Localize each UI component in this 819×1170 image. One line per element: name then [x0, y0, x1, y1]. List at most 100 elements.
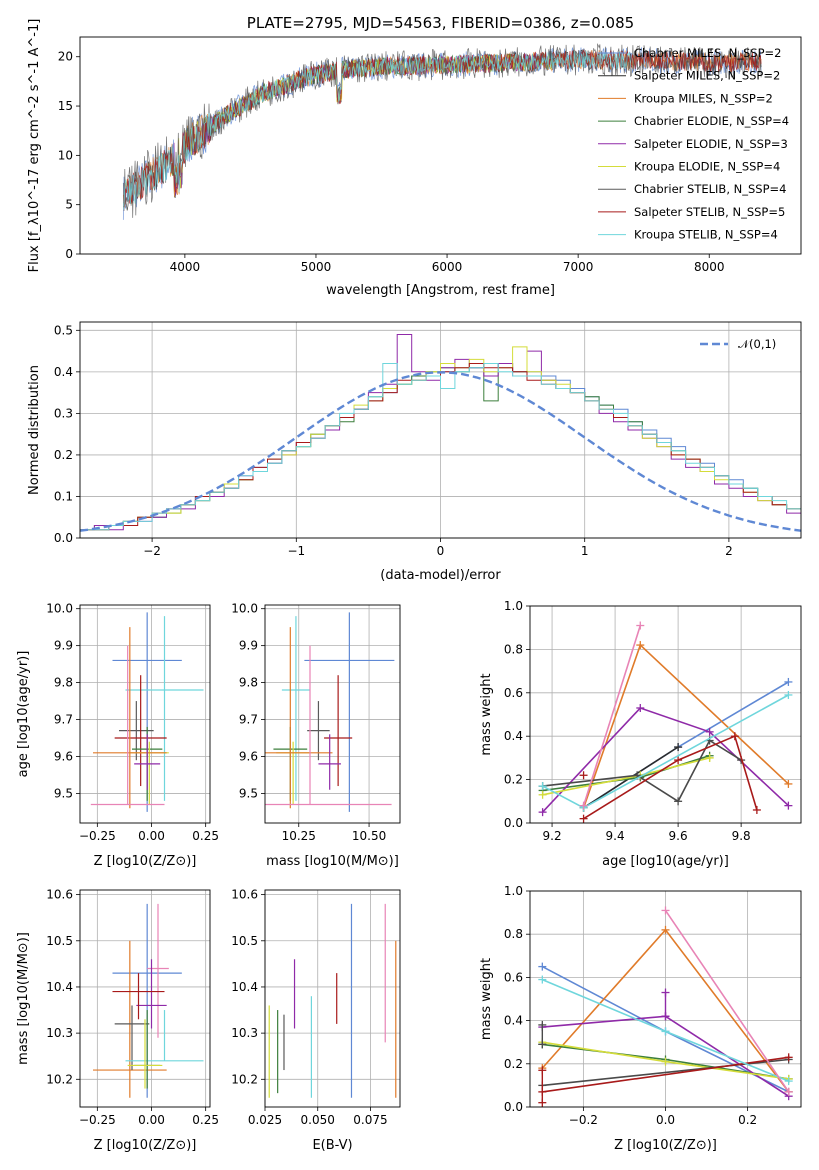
y-tick-label: 10.5	[231, 934, 258, 948]
y-tick-label: 0	[65, 247, 73, 261]
y-axis-label: mass weight	[479, 958, 494, 1040]
x-tick-label: 0.0	[656, 1113, 675, 1127]
y-tick-label: 0.2	[54, 448, 73, 462]
x-tick-label: 5000	[301, 260, 332, 274]
x-tick-label: 0	[437, 544, 445, 558]
mass-weight-vs-age-panel: 9.2 9.4 9.6 9.8 0.0 0.2 0.4 0.6 0.8 1.0 age [log10…	[479, 599, 802, 869]
y-tick-label: 10.0	[46, 602, 73, 616]
y-tick-label: 10.0	[231, 602, 258, 616]
x-tick-label: 0.050	[301, 1113, 335, 1127]
y-tick-label: 0.4	[54, 365, 73, 379]
legend-label: Salpeter MILES, N_SSP=2	[634, 69, 780, 83]
y-tick-label: 0.8	[504, 927, 523, 941]
x-tick-label: 1	[581, 544, 589, 558]
plot-area	[268, 903, 397, 1098]
axes-frame	[79, 604, 211, 824]
y-tick-label: 5	[65, 198, 73, 212]
plot-area	[80, 334, 801, 532]
legend-label: Chabrier STELIB, N_SSP=4	[634, 182, 786, 196]
y-tick-label: 0.0	[54, 531, 73, 545]
y-axis-label: Flux [f_λ10^-17 erg cm^-2 s^-1 A^-1]	[27, 19, 42, 273]
x-tick-label: 7000	[563, 260, 594, 274]
x-tick-label: 9.4	[606, 829, 625, 843]
plot-area	[93, 903, 204, 1098]
y-tick-label: 1.0	[504, 599, 523, 613]
x-tick-label: 9.6	[669, 829, 688, 843]
legend-label: Chabrier ELODIE, N_SSP=4	[634, 114, 789, 128]
x-tick-label: −0.25	[79, 1113, 116, 1127]
y-tick-label: 9.9	[54, 639, 73, 653]
x-axis-label: (data-model)/error	[380, 568, 501, 583]
y-tick-label: 10.3	[46, 1026, 73, 1040]
series-line	[542, 1056, 789, 1093]
series-line	[582, 625, 642, 806]
axes-frame	[264, 604, 401, 824]
x-tick-label: 8000	[694, 260, 725, 274]
y-tick-label: 0.6	[504, 970, 523, 984]
x-axis-label: mass [log10(M/M⊙)]	[266, 854, 399, 869]
x-tick-label: 0.025	[248, 1113, 282, 1127]
x-axis-label: E(B-V)	[312, 1138, 352, 1153]
y-tick-label: 9.6	[54, 749, 73, 763]
x-tick-label: 0.00	[138, 1113, 165, 1127]
legend-label: Kroupa ELODIE, N_SSP=4	[634, 160, 780, 174]
x-tick-label: −0.25	[79, 829, 116, 843]
y-tick-label: 20	[58, 50, 73, 64]
axes-frame	[264, 889, 401, 1108]
y-tick-label: 0.6	[504, 686, 523, 700]
mass-weight-vs-metallicity-panel: −0.2 0.0 0.2 0.0 0.2 0.4 0.6 0.8 1.0 Z [log10(Z/Z…	[479, 884, 802, 1153]
y-tick-label: 10.6	[231, 888, 258, 902]
y-tick-label: 9.9	[239, 639, 258, 653]
series-line	[583, 735, 758, 820]
x-tick-label: 4000	[170, 260, 201, 274]
x-tick-label: 0.075	[353, 1113, 387, 1127]
x-tick-label: 9.8	[732, 829, 751, 843]
x-tick-label: 0.00	[138, 829, 165, 843]
y-tick-label: 0.2	[504, 1057, 523, 1071]
y-tick-label: 9.8	[54, 676, 73, 690]
x-tick-label: −0.2	[569, 1113, 598, 1127]
legend-label: Salpeter STELIB, N_SSP=5	[634, 205, 785, 219]
mass-vs-metallicity-panel: −0.25 0.00 0.25 10.2 10.3 10.4 10.5 10.6 Z [log1…	[16, 888, 219, 1153]
legend-label: Chabrier MILES, N_SSP=2	[634, 46, 781, 60]
legend-label: Kroupa MILES, N_SSP=2	[634, 91, 773, 105]
y-tick-label: 9.5	[54, 786, 73, 800]
y-axis-label: Normed distribution	[27, 365, 42, 495]
y-tick-label: 0.0	[504, 1100, 523, 1114]
y-tick-label: 0.3	[54, 406, 73, 420]
y-tick-label: 9.7	[54, 713, 73, 727]
x-tick-label: 0.25	[192, 829, 219, 843]
y-tick-label: 0.4	[504, 729, 523, 743]
y-axis-label: mass [log10(M/M⊙)]	[16, 932, 31, 1065]
plot-area	[90, 612, 204, 812]
y-tick-label: 9.6	[239, 749, 258, 763]
axes-frame	[529, 605, 802, 824]
x-tick-label: 6000	[432, 260, 463, 274]
normal-curve	[80, 371, 801, 532]
plot-area	[538, 621, 793, 823]
spectrum-line	[122, 51, 631, 211]
mass-vs-reddening-panel: 0.025 0.050 0.075 10.2 10.3 10.4 10.5 10.6 E(B-V…	[231, 888, 401, 1153]
series-line	[664, 909, 790, 1093]
y-tick-label: 0.1	[54, 489, 73, 503]
x-axis-label: Z [log10(Z/Z⊙)]	[94, 1138, 197, 1153]
legend-label: 𝒩(0,1)	[738, 337, 776, 351]
y-tick-label: 9.5	[239, 786, 258, 800]
x-tick-label: −2	[143, 544, 161, 558]
y-tick-label: 0.0	[504, 816, 523, 830]
x-axis-label: wavelength [Angstrom, rest frame]	[326, 283, 555, 298]
residual-histogram-panel: −2 −1 0 1 2 0.0 0.1 0.2 0.3 0.4 0.5 (data-model)/er…	[27, 321, 802, 583]
y-tick-label: 10	[58, 148, 73, 162]
chart-title: PLATE=2795, MJD=54563, FIBERID=0386, z=0…	[247, 14, 634, 32]
y-tick-label: 1.0	[504, 884, 523, 898]
y-tick-label: 10.2	[231, 1072, 258, 1086]
y-tick-label: 10.6	[46, 888, 73, 902]
y-tick-label: 10.4	[46, 980, 73, 994]
y-axis-label: age [log10(age/yr)]	[16, 651, 31, 778]
y-tick-label: 0.4	[504, 1014, 523, 1028]
x-tick-label: −1	[287, 544, 305, 558]
series-line	[582, 643, 789, 809]
y-tick-label: 10.5	[46, 934, 73, 948]
plot-area	[538, 906, 793, 1107]
